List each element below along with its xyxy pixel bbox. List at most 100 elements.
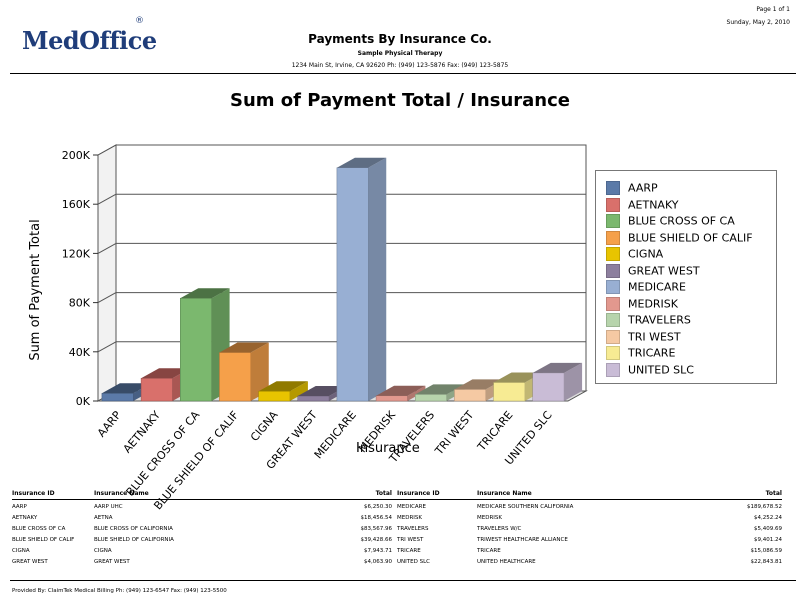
logo-text: MedOffice bbox=[22, 26, 157, 55]
bar-top bbox=[180, 288, 230, 299]
legend-label: BLUE SHIELD OF CALIF bbox=[628, 231, 753, 244]
bar-top bbox=[336, 157, 387, 168]
header-divider bbox=[10, 73, 796, 74]
chart-side-wall bbox=[97, 144, 117, 402]
practice-name: Sample Physical Therapy bbox=[357, 50, 443, 57]
table-row: AETNAKY AETNA $18,456.54 MEDRISK MEDRISK $4,2… bbox=[12, 515, 782, 525]
legend-label: TRI WEST bbox=[628, 330, 681, 343]
bar-front bbox=[415, 394, 447, 402]
bar-front bbox=[219, 352, 252, 402]
cell-insurance-name: MEDICARE SOUTHERN CALIFORNIA bbox=[477, 504, 574, 510]
th-total-2: Total bbox=[765, 490, 782, 497]
legend-swatch bbox=[606, 329, 620, 344]
gridline-side bbox=[97, 292, 117, 304]
cell-insurance-id: BLUE SHIELD OF CALIF bbox=[12, 537, 75, 543]
cell-total: $9,401.24 bbox=[754, 537, 782, 543]
bar-top bbox=[493, 372, 543, 383]
logo-registered-mark: ® bbox=[135, 16, 144, 26]
cell-insurance-name: TRIWEST HEALTHCARE ALLIANCE bbox=[477, 537, 568, 543]
cell-total: $6,250.30 bbox=[364, 504, 392, 510]
cell-insurance-name: TRICARE bbox=[477, 548, 501, 554]
bar-top bbox=[376, 385, 426, 396]
cell-insurance-name: UNITED HEALTHCARE bbox=[477, 559, 536, 565]
cell-insurance-name: CIGNA bbox=[94, 548, 112, 554]
gridline-side bbox=[97, 144, 117, 156]
th-total-1: Total bbox=[375, 490, 392, 497]
bar-side bbox=[368, 157, 387, 401]
chart-title: Sum of Payment Total / Insurance bbox=[230, 90, 570, 111]
x-tick-label: AETNAKY bbox=[121, 408, 164, 455]
cell-insurance-id: TRAVELERS bbox=[397, 526, 429, 532]
bar-front bbox=[375, 395, 408, 402]
bar-top bbox=[454, 379, 504, 390]
x-tick-label: BLUE CROSS OF CA bbox=[124, 408, 203, 498]
y-tick-label: 160K bbox=[62, 198, 91, 211]
bar-top bbox=[101, 383, 152, 394]
table-row: BLUE CROSS OF CA BLUE CROSS OF CALIFORNIA… bbox=[12, 526, 782, 536]
cell-insurance-name: MEDRISK bbox=[477, 515, 502, 521]
page-info: Page 1 of 1 bbox=[756, 6, 790, 13]
y-tick-label: 80K bbox=[69, 297, 91, 310]
cell-insurance-name: AETNA bbox=[94, 515, 113, 521]
report-date: Sunday, May 2, 2010 bbox=[726, 19, 790, 26]
legend-label: UNITED SLC bbox=[628, 363, 694, 376]
x-tick-label: TRICARE bbox=[474, 409, 515, 454]
x-tick-label: TRI WEST bbox=[432, 408, 477, 458]
bar-top bbox=[297, 386, 348, 397]
cell-insurance-id: CIGNA bbox=[12, 548, 30, 554]
table-body: AARP AARP UHC $6,250.30 MEDICARE MEDICARE SO… bbox=[12, 504, 782, 574]
bar-top bbox=[219, 342, 269, 353]
legend-label: CIGNA bbox=[628, 247, 664, 261]
cell-insurance-id: MEDICARE bbox=[397, 504, 426, 510]
bar-front bbox=[140, 378, 173, 402]
legend-item: CIGNA bbox=[606, 247, 663, 261]
legend-item: GREAT WEST bbox=[606, 263, 700, 278]
bar-front bbox=[454, 389, 486, 402]
cell-total: $83,567.96 bbox=[360, 526, 393, 532]
bar-top bbox=[141, 368, 191, 379]
cell-insurance-id: AETNAKY bbox=[12, 515, 38, 521]
report-title: Payments By Insurance Co. bbox=[308, 32, 492, 46]
bar-top bbox=[258, 381, 308, 392]
cell-total: $4,063.90 bbox=[364, 559, 392, 565]
logo: MedOffice ® bbox=[18, 12, 157, 62]
table-row: GREAT WEST GREAT WEST $4,063.90 UNITED SLC U… bbox=[12, 559, 782, 569]
legend-item: TRAVELERS bbox=[606, 313, 691, 327]
cell-total: $7,943.71 bbox=[364, 548, 392, 554]
legend-swatch bbox=[606, 230, 620, 245]
cell-insurance-name: GREAT WEST bbox=[94, 559, 130, 565]
th-insurance-id-1: Insurance ID bbox=[12, 490, 55, 497]
footer-text: Provided By: ClaimTek Medical Billing Ph… bbox=[12, 588, 227, 594]
legend-item: BLUE CROSS OF CA bbox=[606, 214, 735, 228]
legend-label: TRAVELERS bbox=[628, 313, 691, 327]
x-axis-label: Insurance bbox=[356, 441, 420, 456]
bar-side bbox=[289, 381, 308, 401]
table-row: BLUE SHIELD OF CALIF BLUE SHIELD OF CALIF… bbox=[12, 537, 782, 547]
legend-item: AARP bbox=[606, 181, 658, 195]
table-header-divider bbox=[12, 499, 782, 500]
th-insurance-id-2: Insurance ID bbox=[397, 490, 440, 497]
table-row: CIGNA CIGNA $7,943.71 TRICARE TRICARE $15,086… bbox=[12, 548, 782, 558]
chart-legend: AARP AETNAKY BLUE CROSS OF CA BLUE SHIELD O… bbox=[595, 170, 777, 384]
y-tick-label: 40K bbox=[69, 346, 91, 359]
th-insurance-name-2: Insurance Name bbox=[477, 490, 532, 497]
legend-item: BLUE SHIELD OF CALIF bbox=[606, 230, 753, 245]
cell-insurance-name: TRAVELERS W/C bbox=[477, 526, 522, 532]
bar-front bbox=[297, 395, 330, 402]
gridline-side bbox=[97, 341, 117, 353]
footer-divider bbox=[10, 580, 796, 581]
cell-insurance-id: MEDRISK bbox=[397, 515, 422, 521]
legend-label: AETNAKY bbox=[628, 198, 679, 211]
cell-total: $5,409.69 bbox=[754, 526, 782, 532]
bar-side bbox=[407, 385, 426, 401]
cell-insurance-id: TRI WEST bbox=[397, 537, 424, 543]
x-tick-label: AARP bbox=[95, 408, 124, 439]
legend-item: AETNAKY bbox=[606, 197, 679, 212]
cell-total: $189,678.52 bbox=[747, 504, 782, 510]
legend-item: MEDICARE bbox=[606, 280, 686, 294]
legend-item: MEDRISK bbox=[606, 296, 678, 311]
gridline-side bbox=[97, 193, 117, 205]
legend-swatch bbox=[606, 280, 620, 294]
practice-address: 1234 Main St, Irvine, CA 92620 Ph: (949)… bbox=[291, 62, 509, 69]
